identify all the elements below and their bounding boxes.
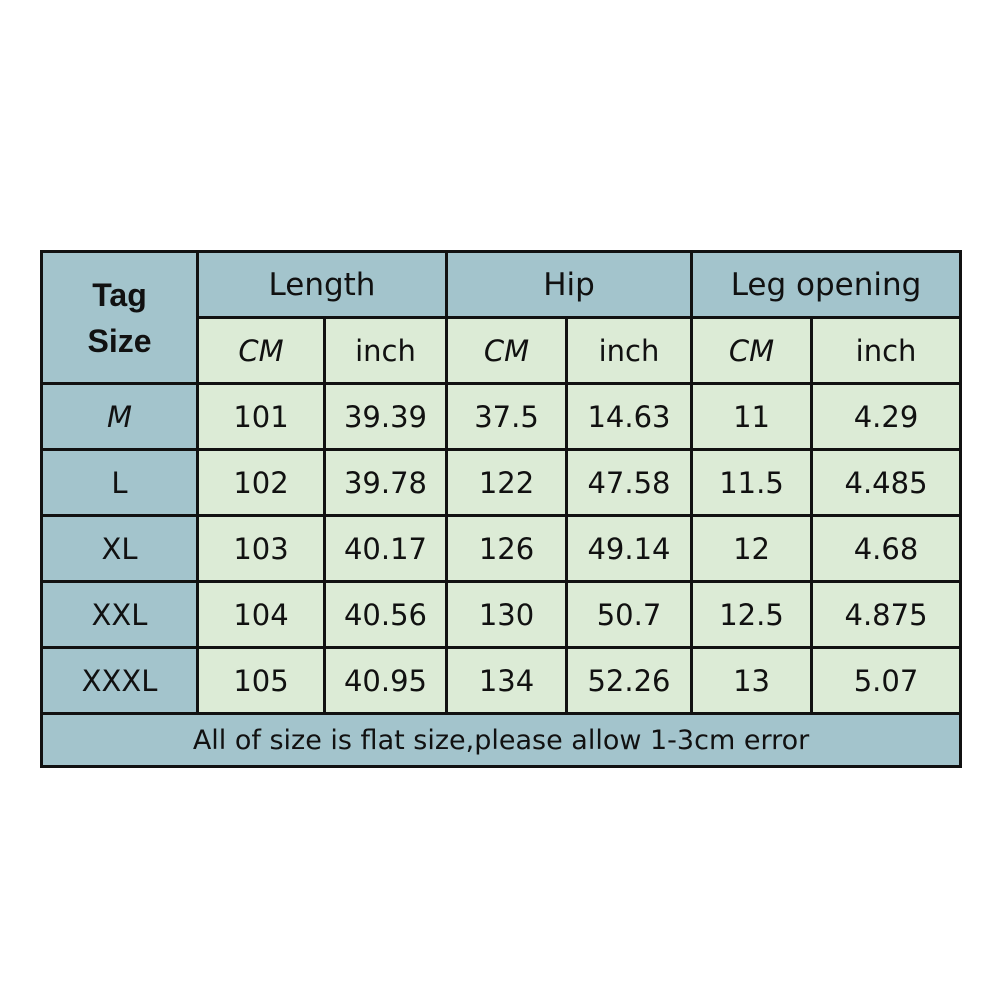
value-cell: 12 — [690, 514, 814, 583]
table-row: M 101 39.39 37.5 14.63 11 4.29 — [40, 382, 963, 451]
value-cell: 40.95 — [323, 646, 448, 715]
value-cell: 4.68 — [810, 514, 963, 583]
value-cell: 122 — [445, 448, 568, 517]
value-cell: 40.56 — [323, 580, 448, 649]
table-row: XXXL 105 40.95 134 52.26 13 5.07 — [40, 646, 963, 715]
unit-header: CM — [196, 316, 326, 385]
size-note: All of size is flat size,please allow 1-… — [39, 712, 963, 768]
value-cell: 11 — [690, 382, 814, 451]
value-cell: 40.17 — [323, 514, 448, 583]
value-cell: 49.14 — [564, 514, 694, 583]
value-cell: 105 — [196, 646, 326, 715]
tag-label: Tag — [92, 276, 147, 313]
size-cell: XL — [40, 514, 199, 583]
value-cell: 101 — [196, 382, 326, 451]
value-cell: 126 — [445, 514, 568, 583]
value-cell: 5.07 — [810, 646, 963, 715]
value-cell: 39.78 — [323, 448, 448, 517]
value-cell: 11.5 — [690, 448, 814, 517]
value-cell: 130 — [445, 580, 568, 649]
table-row: L 102 39.78 122 47.58 11.5 4.485 — [40, 448, 963, 517]
value-cell: 103 — [196, 514, 326, 583]
value-cell: 50.7 — [564, 580, 694, 649]
size-cell: M — [40, 382, 199, 451]
unit-header: inch — [810, 316, 963, 385]
value-cell: 52.26 — [564, 646, 694, 715]
unit-header: inch — [564, 316, 694, 385]
size-cell: XXL — [40, 580, 199, 649]
value-cell: 102 — [196, 448, 326, 517]
unit-header: inch — [323, 316, 448, 385]
value-cell: 37.5 — [445, 382, 568, 451]
value-cell: 4.875 — [810, 580, 963, 649]
value-cell: 4.29 — [810, 382, 963, 451]
length-header: Length — [196, 250, 448, 319]
hip-header: Hip — [444, 250, 694, 319]
table-row: XXL 104 40.56 130 50.7 12.5 4.875 — [40, 580, 963, 649]
value-cell: 13 — [690, 646, 814, 715]
value-cell: 104 — [196, 580, 326, 649]
unit-header: CM — [690, 316, 814, 385]
tag-size-header: Tag Size — [40, 250, 199, 385]
size-cell: XXXL — [40, 646, 199, 715]
value-cell: 47.58 — [564, 448, 694, 517]
size-chart-table: Tag Size Length Hip Leg opening CM inch C… — [39, 250, 963, 768]
value-cell: 4.485 — [810, 448, 963, 517]
size-cell: L — [40, 448, 199, 517]
value-cell: 14.63 — [564, 382, 694, 451]
value-cell: 39.39 — [323, 382, 448, 451]
leg-opening-header: Leg opening — [690, 250, 963, 319]
value-cell: 134 — [445, 646, 568, 715]
value-cell: 12.5 — [690, 580, 814, 649]
unit-header: CM — [445, 316, 568, 385]
size-label: Size — [87, 322, 152, 359]
table-row: XL 103 40.17 126 49.14 12 4.68 — [40, 514, 963, 583]
